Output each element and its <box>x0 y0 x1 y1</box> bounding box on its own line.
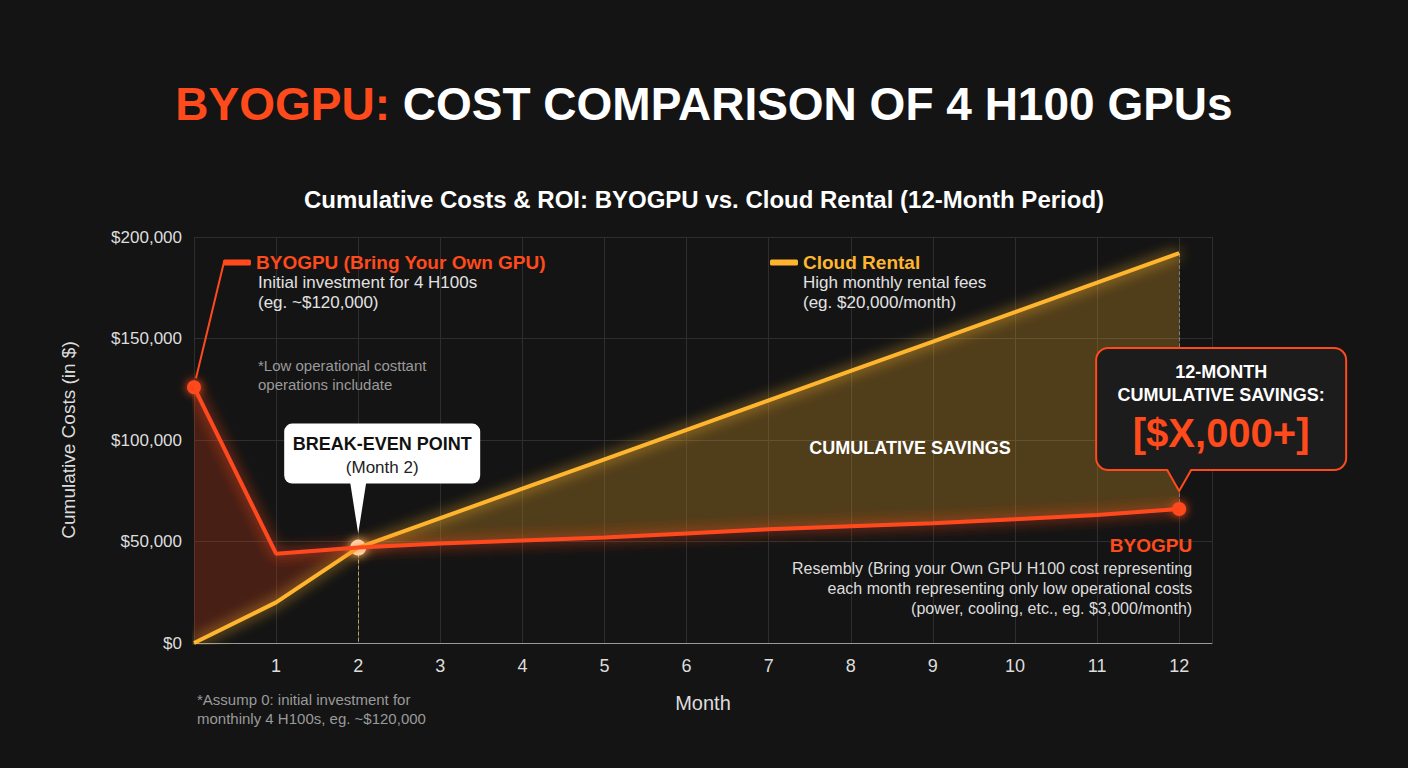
svg-text:*Low operational costtant: *Low operational costtant <box>258 357 427 374</box>
svg-text:7: 7 <box>764 656 774 676</box>
svg-text:CUMULATIVE SAVINGS:: CUMULATIVE SAVINGS: <box>1117 385 1324 405</box>
svg-text:9: 9 <box>928 656 938 676</box>
svg-text:BYOGPU (Bring Your Own GPU): BYOGPU (Bring Your Own GPU) <box>256 252 546 273</box>
svg-text:11: 11 <box>1088 656 1107 676</box>
svg-text:$100,000: $100,000 <box>111 431 182 450</box>
svg-text:Month: Month <box>675 692 731 714</box>
svg-text:[$X,000+]: [$X,000+] <box>1133 411 1310 455</box>
svg-text:operations includate: operations includate <box>258 376 392 393</box>
svg-text:Cumulative Costs & ROI: BYOGPU: Cumulative Costs & ROI: BYOGPU vs. Cloud… <box>304 186 1104 213</box>
svg-text:each month representing only l: each month representing only low operati… <box>828 580 1193 597</box>
svg-text:(eg. $20,000/month): (eg. $20,000/month) <box>803 293 956 312</box>
svg-text:2: 2 <box>353 656 363 676</box>
svg-text:monthinly 4 H100s, eg. ~$120,0: monthinly 4 H100s, eg. ~$120,000 <box>197 710 426 727</box>
svg-text:$50,000: $50,000 <box>121 532 182 551</box>
svg-text:(Month 2): (Month 2) <box>346 458 419 477</box>
svg-text:BYOGPU:: BYOGPU: <box>175 78 390 130</box>
svg-text:$200,000: $200,000 <box>111 228 182 247</box>
svg-text:5: 5 <box>599 656 609 676</box>
svg-text:12: 12 <box>1169 656 1189 676</box>
svg-text:$0: $0 <box>163 634 182 653</box>
svg-text:1: 1 <box>271 656 281 676</box>
svg-text:(eg. ~$120,000): (eg. ~$120,000) <box>258 293 379 312</box>
svg-text:4: 4 <box>517 656 527 676</box>
svg-text:Cumulative Costs (in $): Cumulative Costs (in $) <box>58 341 79 538</box>
svg-text:BYOGPU: BYOGPU <box>1110 535 1192 556</box>
svg-text:COST COMPARISON OF 4 H100 GPUs: COST COMPARISON OF 4 H100 GPUs <box>390 78 1233 130</box>
svg-text:*Assump 0: initial investment: *Assump 0: initial investment for <box>197 691 410 708</box>
svg-text:High monthly rental fees: High monthly rental fees <box>803 273 986 292</box>
svg-text:Resembly (Bring your Own GPU H: Resembly (Bring your Own GPU H100 cost r… <box>792 560 1192 577</box>
svg-text:8: 8 <box>846 656 856 676</box>
svg-text:3: 3 <box>435 656 445 676</box>
svg-text:10: 10 <box>1005 656 1025 676</box>
svg-text:$150,000: $150,000 <box>111 329 182 348</box>
svg-text:12-MONTH: 12-MONTH <box>1175 362 1267 382</box>
svg-text:CUMULATIVE SAVINGS: CUMULATIVE SAVINGS <box>809 438 1010 458</box>
svg-text:(power, cooling, etc., eg. $3,: (power, cooling, etc., eg. $3,000/month) <box>911 600 1192 617</box>
svg-text:Initial investment for 4 H100s: Initial investment for 4 H100s <box>258 273 477 292</box>
svg-text:6: 6 <box>682 656 692 676</box>
svg-text:Cloud Rental: Cloud Rental <box>803 252 920 273</box>
svg-text:BREAK-EVEN POINT: BREAK-EVEN POINT <box>293 434 472 454</box>
